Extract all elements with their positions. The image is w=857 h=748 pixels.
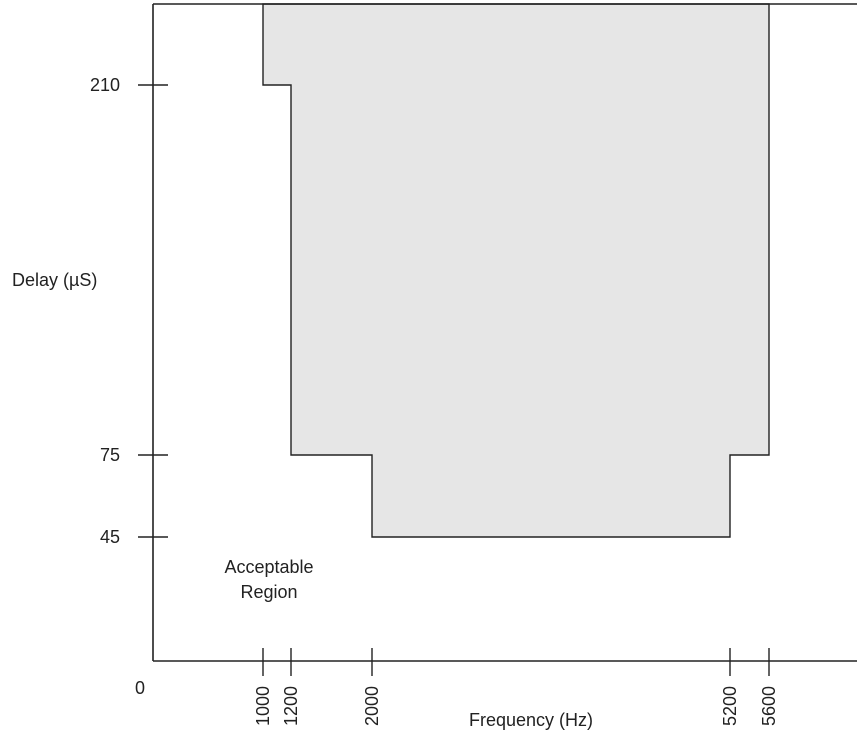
y-tick-label-45: 45 [100, 527, 120, 547]
acceptable-region [262, 3, 770, 538]
y-tick-label-210: 210 [90, 75, 120, 95]
x-tick-label-1200: 1200 [281, 686, 301, 726]
x-tick-label-1000: 1000 [253, 686, 273, 726]
x-tick-label-5600: 5600 [759, 686, 779, 726]
y-tick-label-75: 75 [100, 445, 120, 465]
annotation-line-2: Region [240, 582, 297, 602]
annotation-line-1: Acceptable [224, 557, 313, 577]
acceptable-region-layer [262, 3, 770, 538]
x-tick-label-2000: 2000 [362, 686, 382, 726]
y-axis-title: Delay (µS) [12, 270, 97, 290]
x-tick-label-5200: 5200 [720, 686, 740, 726]
x-axis-title: Frequency (Hz) [469, 710, 593, 730]
origin-label: 0 [135, 678, 145, 698]
axes-layer [152, 3, 857, 662]
ticks-layer: 45 75 210 1000 1200 2000 5200 5600 [90, 75, 779, 726]
